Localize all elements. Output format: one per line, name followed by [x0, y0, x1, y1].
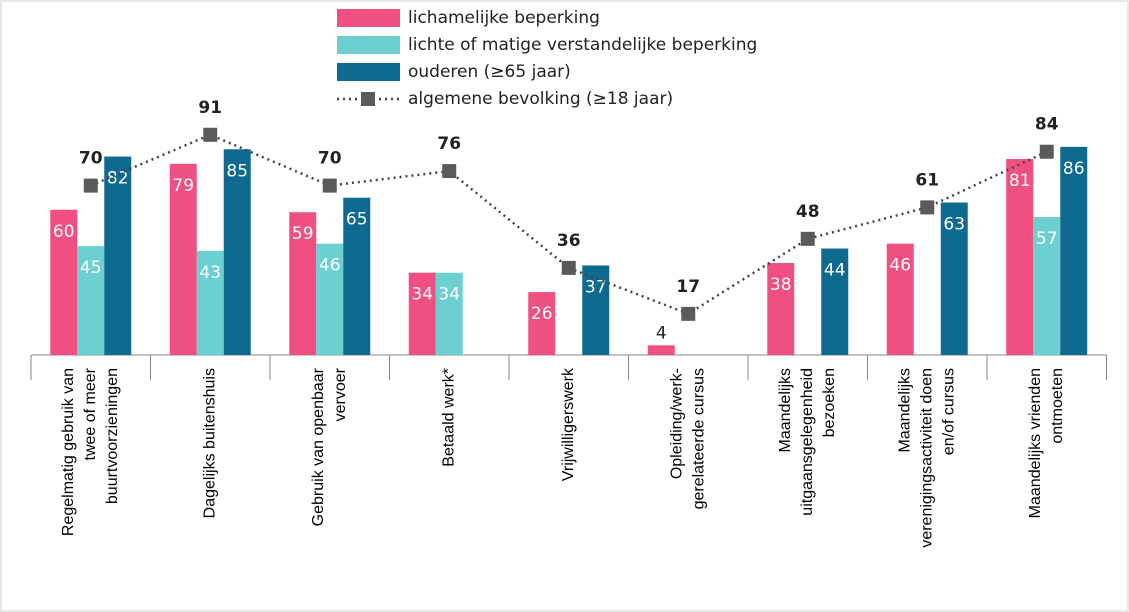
data-label: 59 [292, 224, 314, 244]
line-label: 70 [79, 149, 103, 169]
data-label: 57 [1036, 229, 1058, 249]
bar [408, 272, 436, 355]
bar [1033, 217, 1061, 355]
bar [767, 263, 795, 355]
bar [435, 272, 463, 355]
x-tick-label: Vrijwilligerswerk [560, 367, 577, 481]
bar [1006, 158, 1034, 355]
legend-swatch [337, 36, 400, 54]
bar [1060, 146, 1088, 355]
data-label: 63 [943, 215, 965, 235]
x-tick-label: twee of meer [82, 367, 99, 460]
bar [316, 243, 344, 355]
line-label: 61 [915, 170, 939, 190]
line-marker [800, 231, 815, 246]
line-marker [203, 127, 218, 142]
line-marker [681, 306, 696, 321]
x-tick-label: Maandelijks [777, 368, 794, 452]
legend-label: algemene bevolking (≥18 jaar) [408, 89, 673, 109]
data-label: 46 [319, 256, 341, 276]
x-tick-label: Gebruik van openbaar [310, 367, 327, 526]
legend-marker [361, 92, 375, 106]
data-label: 4 [656, 323, 667, 343]
legend-label: lichamelijke beperking [408, 8, 600, 28]
x-tick-label: ontmoeten [1049, 368, 1066, 444]
data-label: 79 [172, 176, 194, 196]
data-label: 26 [531, 304, 553, 324]
bar [77, 246, 105, 355]
bar [169, 163, 197, 355]
x-tick-label: Betaald werk* [440, 368, 457, 467]
line-label: 48 [796, 202, 820, 222]
line-marker [322, 178, 337, 193]
line-label: 70 [318, 149, 342, 169]
legend-label: ouderen (≥65 jaar) [408, 62, 571, 82]
data-label: 46 [889, 256, 911, 276]
x-tick-label: Maandelijks vrienden [1027, 368, 1044, 518]
data-label: 43 [199, 263, 221, 283]
data-label: 86 [1063, 159, 1085, 179]
data-label: 34 [438, 285, 460, 305]
line-label: 84 [1035, 115, 1059, 135]
bar [343, 197, 371, 355]
line-label: 76 [437, 134, 461, 154]
legend-swatch [337, 63, 400, 81]
bar [104, 156, 132, 355]
x-tick-label: Regelmatig gebruik van [60, 368, 77, 536]
bar [821, 248, 849, 355]
x-tick-label: en/of cursus [940, 368, 957, 455]
bar [289, 212, 317, 355]
x-tick-label: Opleiding/werk- [668, 368, 685, 479]
line-marker [561, 260, 576, 275]
data-label: 45 [80, 258, 102, 278]
data-label: 60 [53, 222, 75, 242]
x-tick-label: bezoeken [821, 368, 838, 437]
x-tick-label: uitgaansgelegenheid [799, 368, 816, 516]
data-label: 38 [770, 275, 792, 295]
bar [647, 345, 675, 355]
bar [940, 202, 968, 355]
bar [528, 292, 556, 355]
bar [582, 265, 610, 355]
line-label: 91 [198, 98, 222, 118]
data-label: 34 [411, 285, 433, 305]
x-tick-label: gerelateerde cursus [690, 368, 707, 509]
bar [50, 209, 78, 355]
x-tick-label: buurtvoorzieningen [104, 368, 121, 504]
x-tick-label: verenigingsactiviteit doen [918, 368, 935, 548]
bar [223, 149, 251, 355]
line-label: 36 [557, 231, 581, 251]
legend-swatch [337, 9, 400, 27]
bar [196, 250, 224, 355]
x-tick-label: vervoer [332, 367, 349, 421]
line-marker [920, 200, 935, 215]
data-label: 65 [346, 210, 368, 230]
x-tick-label: Dagelijks buitenshuis [201, 368, 218, 518]
line-marker [1039, 144, 1054, 159]
line-marker [442, 164, 457, 179]
bar [886, 243, 914, 355]
line-label: 17 [676, 277, 700, 297]
data-label: 85 [226, 161, 248, 181]
data-label: 81 [1009, 171, 1031, 191]
legend-label: lichte of matige verstandelijke beperkin… [408, 35, 757, 55]
x-tick-label: Maandelijks [896, 368, 913, 452]
data-label: 82 [107, 169, 129, 189]
data-label: 44 [824, 261, 846, 281]
data-label: 37 [585, 277, 607, 297]
line-marker [83, 178, 98, 193]
